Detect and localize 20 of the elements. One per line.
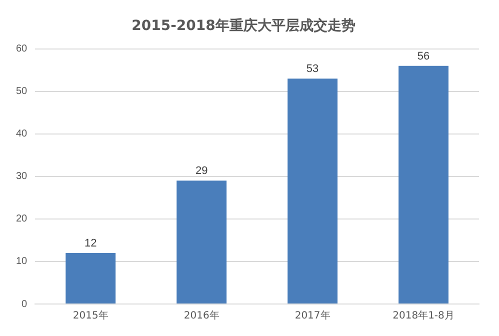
x-tick-label: 2017年 <box>294 310 330 322</box>
data-label: 29 <box>195 165 208 178</box>
y-tick-label: 50 <box>16 86 28 98</box>
bar <box>288 78 338 304</box>
x-tick-label: 2016年 <box>184 310 220 322</box>
y-tick-label: 0 <box>22 298 28 310</box>
data-label: 12 <box>84 237 97 250</box>
y-tick-label: 20 <box>16 214 28 225</box>
y-tick-label: 60 <box>16 44 28 55</box>
data-label: 53 <box>306 63 319 76</box>
y-tick-label: 30 <box>16 171 28 182</box>
chart-title: 2015-2018年重庆大平层成交走势 <box>132 17 356 34</box>
data-label: 56 <box>417 50 430 62</box>
bar <box>398 66 448 304</box>
bar <box>66 252 116 304</box>
x-tick-label: 2018年1-8月 <box>392 310 454 322</box>
y-tick-label: 10 <box>16 256 28 268</box>
bar <box>176 180 227 304</box>
y-tick-label: 40 <box>16 128 28 140</box>
x-tick-label: 2015年 <box>72 310 108 322</box>
